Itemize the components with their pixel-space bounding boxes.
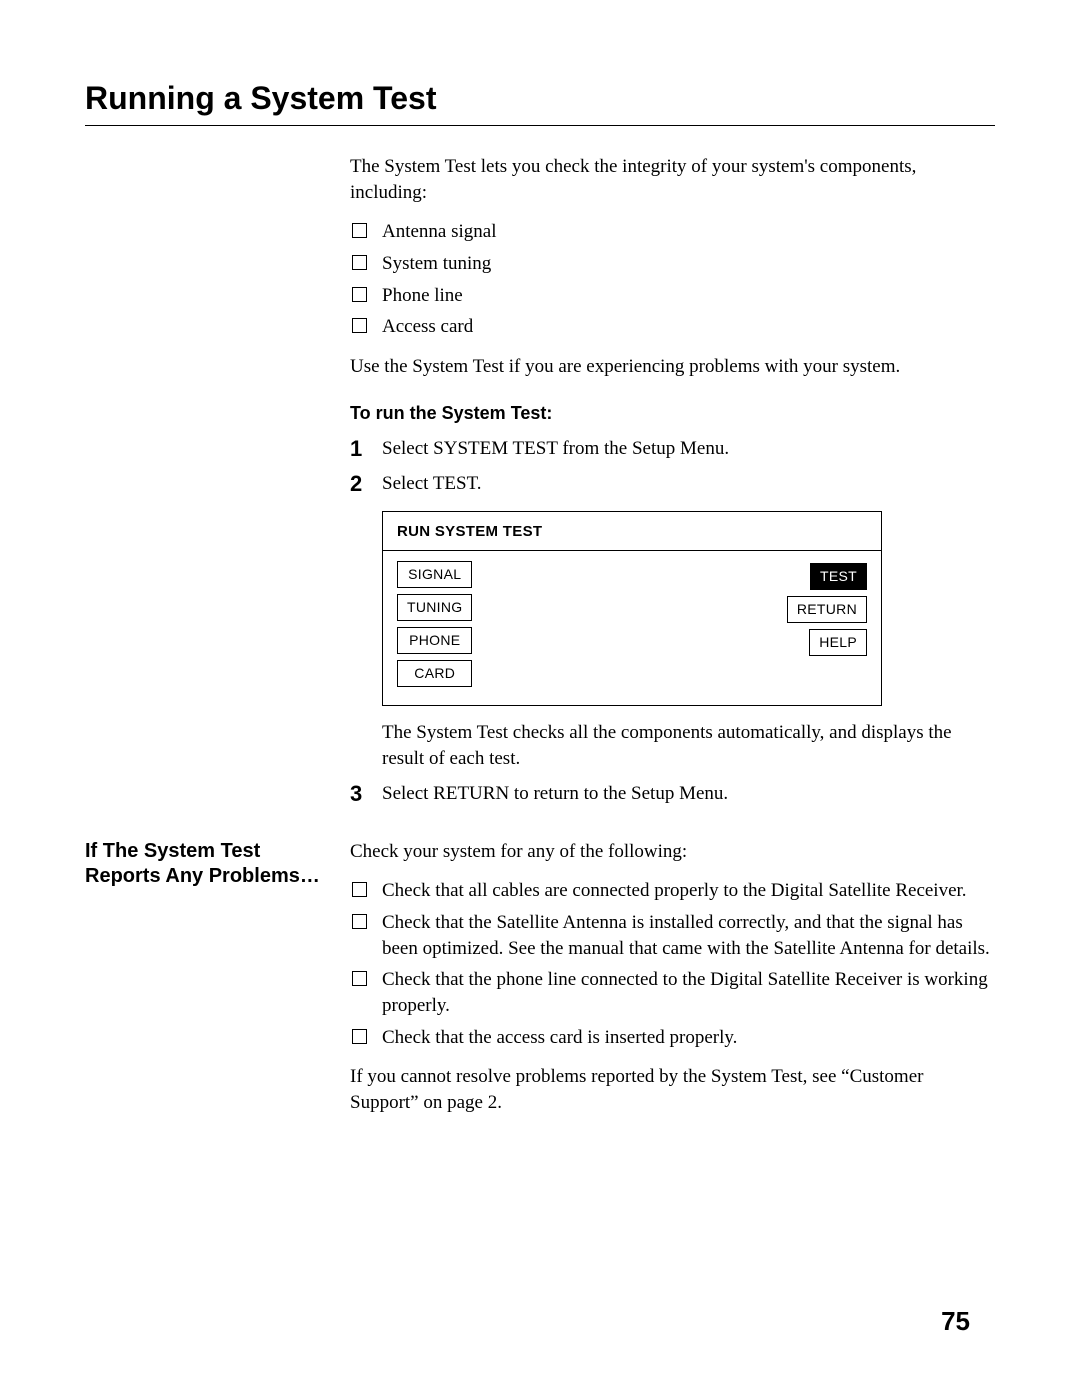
- list-item: Check that the Satellite Antenna is inst…: [350, 910, 995, 961]
- step-number: 1: [350, 434, 362, 464]
- test-button[interactable]: TEST: [810, 563, 867, 590]
- list-item: Check that the phone line connected to t…: [350, 967, 995, 1018]
- step-2: 2 Select TEST. RUN SYSTEM TEST SIGNAL TU…: [350, 471, 995, 771]
- step-3: 3 Select RETURN to return to the Setup M…: [350, 781, 995, 807]
- run-test-subhead: To run the System Test:: [350, 401, 995, 425]
- return-button[interactable]: RETURN: [787, 596, 867, 623]
- problems-checklist: Check that all cables are connected prop…: [350, 878, 995, 1050]
- list-item: System tuning: [350, 251, 995, 277]
- card-button[interactable]: CARD: [397, 660, 472, 687]
- list-item: Access card: [350, 314, 995, 340]
- component-checklist: Antenna signal System tuning Phone line …: [350, 219, 995, 340]
- intro-paragraph: The System Test lets you check the integ…: [350, 154, 995, 205]
- list-item: Antenna signal: [350, 219, 995, 245]
- page-title: Running a System Test: [85, 80, 995, 126]
- list-item: Check that the access card is inserted p…: [350, 1025, 995, 1051]
- intro2-paragraph: Use the System Test if you are experienc…: [350, 354, 995, 380]
- step-text: Select RETURN to return to the Setup Men…: [382, 783, 728, 804]
- help-button[interactable]: HELP: [809, 629, 867, 656]
- tuning-button[interactable]: TUNING: [397, 594, 472, 621]
- step-2-followup: The System Test checks all the component…: [382, 720, 995, 771]
- problems-tail: If you cannot resolve problems reported …: [350, 1064, 995, 1115]
- step-1: 1 Select SYSTEM TEST from the Setup Menu…: [350, 436, 995, 462]
- signal-button[interactable]: SIGNAL: [397, 561, 472, 588]
- phone-button[interactable]: PHONE: [397, 627, 472, 654]
- step-number: 2: [350, 469, 362, 499]
- problems-lead: Check your system for any of the followi…: [350, 839, 995, 865]
- list-item: Check that all cables are connected prop…: [350, 878, 995, 904]
- step-text: Select TEST.: [382, 473, 482, 494]
- page-number: 75: [941, 1306, 970, 1337]
- step-number: 3: [350, 779, 362, 809]
- problems-heading: If The System Test Reports Any Problems…: [85, 839, 332, 889]
- list-item: Phone line: [350, 283, 995, 309]
- screen-title: RUN SYSTEM TEST: [383, 522, 881, 551]
- step-text: Select SYSTEM TEST from the Setup Menu.: [382, 438, 729, 459]
- run-test-steps: 1 Select SYSTEM TEST from the Setup Menu…: [350, 436, 995, 807]
- run-system-test-screen: RUN SYSTEM TEST SIGNAL TUNING PHONE CARD…: [382, 511, 882, 706]
